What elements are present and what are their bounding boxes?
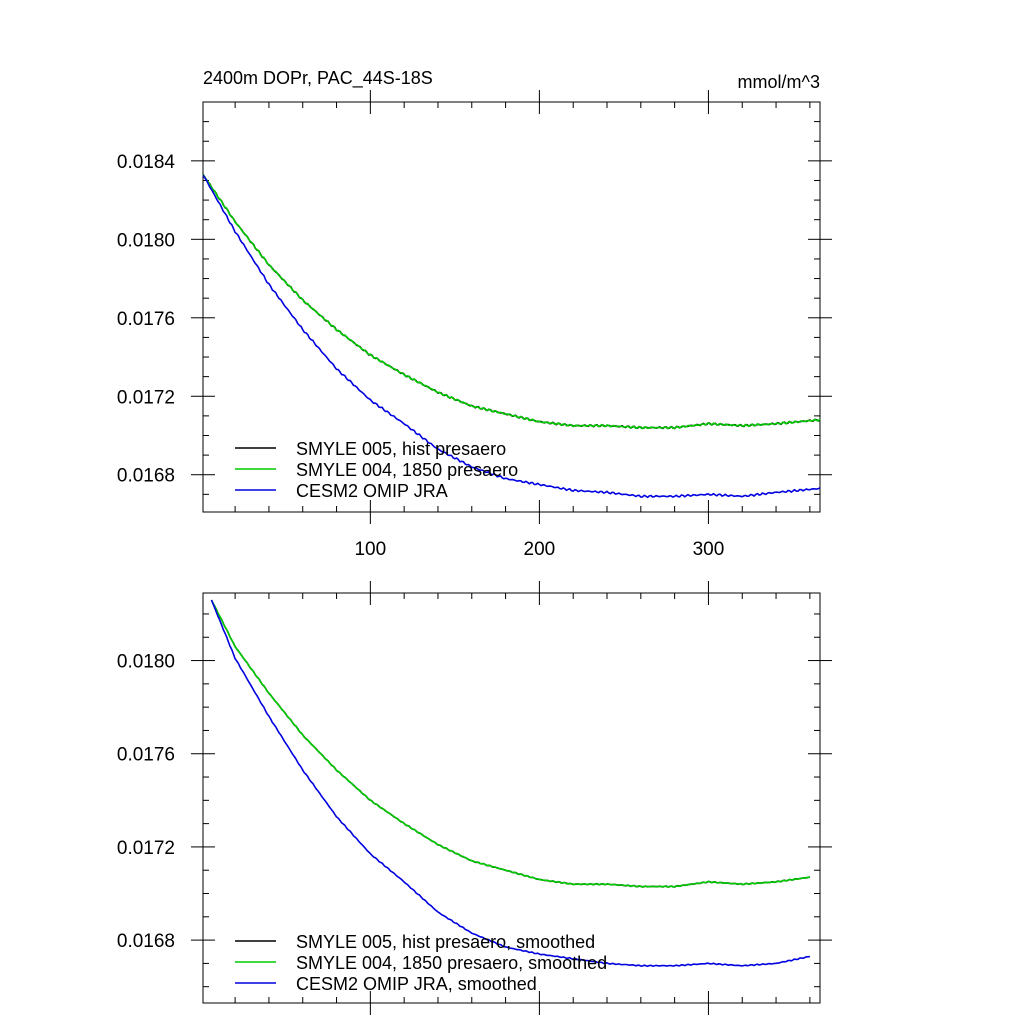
chart-panel-1: 100 200 300 0.0168 0.0172 0.0176 0.0180 0.0184 2… [117,68,832,560]
legend-label: SMYLE 005, hist presaero, smoothed [296,932,595,952]
y-tick-label: 0.0180 [117,652,175,673]
y-tick-label: 0.0168 [117,466,175,487]
y-tick-label: 0.0176 [117,745,175,766]
units-label: mmol/m^3 [738,72,820,92]
series-line-3 [202,174,821,499]
legend-label: CESM2 OMIP JRA [296,481,448,501]
legend-label: SMYLE 004, 1850 presaero [296,460,518,480]
y-tick-label: 0.0176 [117,309,175,330]
x-tick-label: 200 [524,539,556,560]
legend-label: SMYLE 004, 1850 presaero, smoothed [296,953,607,973]
series-line-1 [202,173,821,430]
y-tick-label: 0.0172 [117,838,175,859]
x-tick-label: 300 [693,539,725,560]
legend-label: SMYLE 005, hist presaero [296,439,506,459]
chart-panel-2: 0.0168 0.0172 0.0176 0.0180 SMYLE 005, hist … [117,581,832,1015]
series-line-1 [210,599,811,888]
y-tick-label: 0.0168 [117,931,175,952]
series-line-3 [210,599,810,968]
y-tick-label: 0.0180 [117,230,175,251]
x-tick-label: 100 [354,539,386,560]
series-line-2 [202,174,821,430]
y-tick-label: 0.0184 [117,152,176,173]
plot-frame [202,592,821,1004]
series-line-2 [210,599,810,888]
legend-label: CESM2 OMIP JRA, smoothed [296,974,537,994]
chart-title: 2400m DOPr, PAC_44S-18S [203,68,433,89]
plot-frame [202,101,821,513]
y-tick-label: 0.0172 [117,387,175,408]
